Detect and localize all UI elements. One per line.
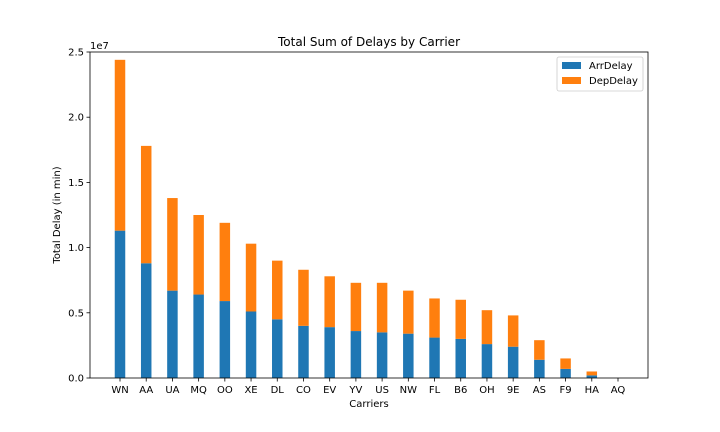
bar-arrdelay-fl [429,337,440,378]
legend-label-depdelay: DepDelay [589,76,638,87]
bar-depdelay-yv [350,282,362,332]
bar-depdelay-wn [114,59,126,231]
x-tick-label: EV [323,385,336,396]
bar-arrdelay-f9 [560,368,571,378]
bar-depdelay-f9 [560,358,571,369]
bar-arrdelay-oh [481,344,493,378]
x-tick-label: AS [533,385,546,396]
x-tick-label: UA [165,385,179,396]
x-tick-label: OH [479,385,494,396]
x-tick-label: B6 [454,385,467,396]
bar-depdelay-aa [140,145,152,264]
bar-depdelay-dl [272,260,283,320]
bar-arrdelay-wn [114,230,126,378]
bar-arrdelay-us [376,332,388,378]
y-multiplier-label: 1e7 [90,41,109,52]
x-tick-label: XE [244,385,257,396]
bar-depdelay-us [376,282,388,333]
x-axis-title: Carriers [349,399,388,410]
bar-depdelay-ha [586,371,598,376]
x-tick-label: YV [348,385,362,396]
x-tick-label: NW [400,385,417,396]
x-tick-label: F9 [560,385,572,396]
bar-arrdelay-mq [193,294,204,378]
legend-label-arrdelay: ArrDelay [589,61,633,72]
legend: ArrDelay DepDelay [556,56,644,92]
x-tick-label: FL [429,385,441,396]
bar-depdelay-nw [403,290,414,334]
x-tick-label: OO [217,385,233,396]
x-tick-label: WN [111,385,128,396]
bar-arrdelay-dl [272,319,283,378]
bar-arrdelay-b6 [455,338,466,378]
legend-swatch-depdelay [562,77,581,84]
bar-arrdelay-co [298,325,309,378]
bar-arrdelay-oo [219,301,231,378]
bars [114,59,598,378]
x-tick-label: US [375,385,389,396]
bar-depdelay-mq [193,215,204,295]
y-tick-label: 2.5 [68,48,84,59]
bar-arrdelay-9e [507,346,519,378]
bar-depdelay-ev [324,276,335,328]
y-axis-title: Total Delay (in min) [52,166,63,264]
y-axis: 0.0 0.5 1.0 1.5 2.0 2.5 [68,48,90,385]
bar-arrdelay-nw [403,333,414,378]
bar-arrdelay-as [534,359,545,378]
bar-arrdelay-yv [350,331,362,378]
x-tick-label: AQ [611,385,626,396]
bar-arrdelay-aa [140,263,152,378]
bar-depdelay-fl [429,298,440,338]
y-tick-label: 0.5 [68,308,84,319]
bar-depdelay-co [298,269,309,326]
bar-depdelay-oh [481,310,493,345]
bar-arrdelay-ua [167,290,178,378]
bar-depdelay-9e [507,315,519,347]
x-axis: WN AA UA MQ OO XE DL CO EV YV US NW FL B6 OH 9E AS F9 HA AQ [111,378,625,396]
x-tick-label: AA [139,385,153,396]
plot-area: 0.0 0.5 1.0 1.5 2.0 2.5 WN AA UA MQ OO XE DL CO EV YV U… [68,48,649,396]
bar-depdelay-as [534,340,545,360]
bar-arrdelay-xe [245,311,257,378]
chart-title: Total Sum of Delays by Carrier [277,35,460,49]
bar-arrdelay-ev [324,327,335,378]
bar-depdelay-ua [167,198,178,291]
legend-swatch-arrdelay [562,62,581,69]
y-tick-label: 0.0 [68,374,84,385]
x-tick-label: CO [296,385,311,396]
bar-arrdelay-ha [586,375,598,378]
x-tick-label: MQ [190,385,207,396]
x-tick-label: 9E [507,385,520,396]
bar-depdelay-b6 [455,299,466,339]
y-tick-label: 2.0 [68,113,84,124]
bar-depdelay-xe [245,243,257,312]
y-tick-label: 1.5 [68,178,84,189]
y-tick-label: 1.0 [68,243,84,254]
x-tick-label: DL [271,385,285,396]
axes-frame [89,51,649,379]
bar-depdelay-oo [219,222,231,302]
x-tick-label: HA [585,385,600,396]
